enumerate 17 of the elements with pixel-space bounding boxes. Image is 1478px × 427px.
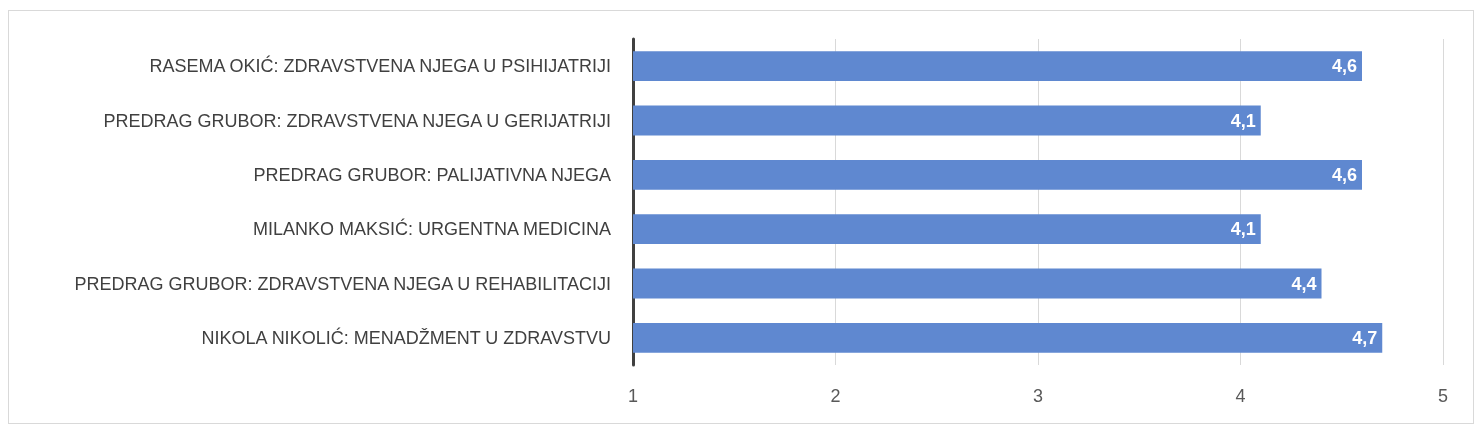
y-tick-label: MILANKO MAKSIĆ: URGENTNA MEDICINA xyxy=(252,218,611,240)
y-tick-label: RASEMA OKIĆ: ZDRAVSTVENA NJEGA U PSIHIJATRIJI xyxy=(149,55,611,77)
data-label: 4,6 xyxy=(1331,164,1357,185)
data-label: 4,6 xyxy=(1331,56,1357,77)
x-tick-label: 2 xyxy=(830,386,841,406)
y-tick-label: PREDRAG GRUBOR: ZDRAVSTVENA NJEGA U REHABILITACIJI xyxy=(74,273,611,294)
x-tick-label: 3 xyxy=(1032,386,1044,406)
data-label: 4,1 xyxy=(1230,219,1256,240)
y-tick-label: PREDRAG GRUBOR: ZDRAVSTVENA NJEGA U GERIJATRIJI xyxy=(103,110,611,131)
x-tick-label: 5 xyxy=(1437,386,1449,406)
x-tick-label: 4 xyxy=(1235,386,1246,406)
data-label: 4,7 xyxy=(1352,327,1378,348)
data-label: 4,1 xyxy=(1230,110,1256,131)
data-label: 4,4 xyxy=(1291,273,1317,294)
x-tick-label: 1 xyxy=(627,386,639,406)
y-tick-label: PREDRAG GRUBOR: PALIJATIVNA NJEGA xyxy=(253,164,611,185)
y-tick-label: NIKOLA NIKOLIĆ: MENADŽMENT U ZDRAVSTVU xyxy=(201,326,611,348)
